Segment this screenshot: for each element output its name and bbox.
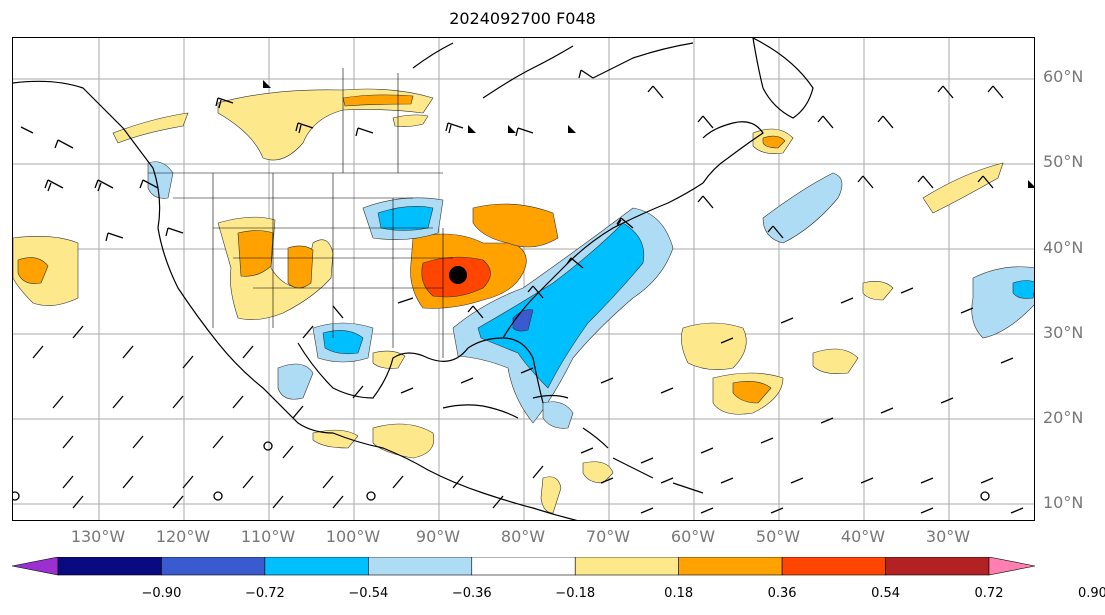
- lat-label: 20°N: [1043, 408, 1084, 427]
- wind-flags: [263, 80, 1034, 188]
- colorbar-tick-label: 0.18: [664, 586, 694, 601]
- lon-label: 40°W: [840, 527, 886, 546]
- colorbar-segment: [471, 557, 576, 576]
- colorbar-extend-max: [988, 557, 1036, 576]
- lon-label: 120°W: [155, 527, 211, 546]
- map-svg: [13, 38, 1034, 520]
- map-title: 2024092700 F048: [449, 9, 596, 28]
- lon-label: 30°W: [925, 527, 971, 546]
- colorbar-tick-label: −0.72: [244, 586, 285, 601]
- colorbar-segment: [264, 557, 369, 576]
- colorbar-extend-min: [12, 557, 59, 576]
- calm-circles: [13, 441, 990, 501]
- lon-label: 60°W: [670, 527, 716, 546]
- lat-label: 50°N: [1043, 152, 1084, 171]
- colorbar-segment: [678, 557, 783, 576]
- lat-label: 60°N: [1043, 67, 1084, 86]
- colorbar-tick-label: −0.18: [555, 586, 596, 601]
- lat-label: 40°N: [1043, 238, 1084, 257]
- colorbar-segment: [574, 557, 679, 576]
- colorbar: [12, 557, 1036, 576]
- storm-center-dot: [449, 266, 467, 284]
- lat-label: 10°N: [1043, 493, 1084, 512]
- lon-label: 80°W: [500, 527, 546, 546]
- colorbar-tick-label: −0.54: [348, 586, 389, 601]
- colorbar-tick-label: −0.36: [451, 586, 492, 601]
- map-panel[interactable]: [12, 37, 1035, 521]
- colorbar-segment: [57, 557, 162, 576]
- lat-label: 30°N: [1043, 323, 1084, 342]
- lon-label: 50°W: [755, 527, 801, 546]
- colorbar-tick-label: −0.90: [141, 586, 182, 601]
- lon-label: 110°W: [240, 527, 296, 546]
- lon-label: 70°W: [585, 527, 631, 546]
- coastlines: [13, 38, 814, 520]
- lon-label: 100°W: [325, 527, 381, 546]
- colorbar-tick-label: 0.90: [1077, 586, 1105, 601]
- colorbar-segment: [161, 557, 266, 576]
- lon-label: 130°W: [70, 527, 126, 546]
- colorbar-tick-label: 0.36: [767, 586, 797, 601]
- wind-barbs: [20, 69, 1024, 514]
- state-borders: [148, 68, 453, 358]
- anomaly-shading: [13, 88, 1034, 514]
- colorbar-tick-label: 0.72: [974, 586, 1004, 601]
- lon-label: 90°W: [415, 527, 461, 546]
- gridlines: [13, 38, 1034, 520]
- colorbar-segment: [781, 557, 886, 576]
- colorbar-tick-label: 0.54: [871, 586, 901, 601]
- colorbar-segment: [368, 557, 473, 576]
- colorbar-segment: [885, 557, 990, 576]
